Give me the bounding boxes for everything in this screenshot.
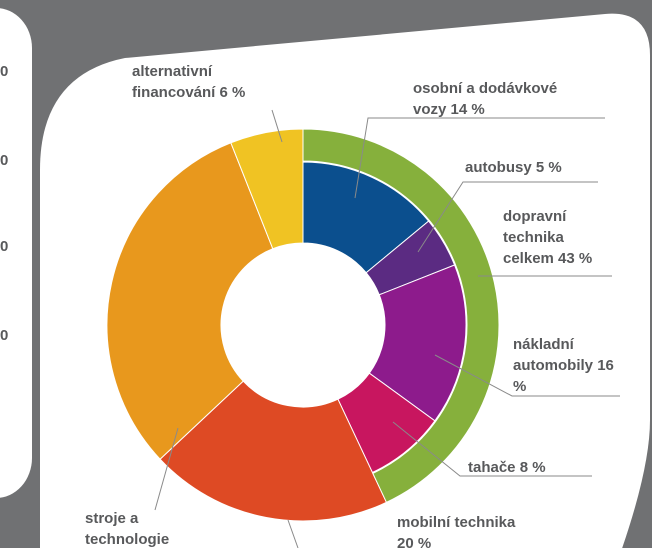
leader-line <box>392 421 592 477</box>
category-name: alternativní financování <box>132 63 216 101</box>
segment-label: alternativní financování 6 % <box>132 61 272 103</box>
donut-segment <box>159 380 388 522</box>
category-name: dopravní technika celkem <box>503 208 567 267</box>
value-label: 5 % <box>535 159 562 176</box>
segment-label: nákladní automobily 16 % <box>513 334 623 397</box>
value-label: 14 % <box>450 101 485 118</box>
leader-line <box>417 181 598 253</box>
leader-lines <box>154 109 620 548</box>
category-name: mobilní technika <box>397 514 516 531</box>
side-label: 0 <box>0 327 8 344</box>
segment-label: stroje a technologie <box>85 508 200 548</box>
value-label: 20 % <box>397 535 432 548</box>
category-name: tahače <box>468 459 516 476</box>
segment-label: tahače 8 % <box>468 457 618 478</box>
value-label: 16 % <box>513 357 614 395</box>
category-name: osobní a dodávkové vozy <box>413 80 558 118</box>
category-name: nákladní automobily <box>513 336 594 374</box>
segment-label: mobilní technika 20 % <box>397 512 522 548</box>
leader-line <box>154 427 179 511</box>
side-label: 0 <box>0 63 8 80</box>
side-label: 0 <box>0 152 8 169</box>
leader-line <box>354 117 605 199</box>
value-label: 43 % <box>558 250 593 267</box>
segment-label: osobní a dodávkové vozy 14 % <box>413 78 588 120</box>
donut-hole <box>221 243 385 407</box>
leader-line <box>271 109 283 143</box>
leader-line <box>434 354 620 397</box>
segment-label: autobusy 5 % <box>465 157 615 178</box>
side-label: 0 <box>0 238 8 255</box>
segment-label: dopravní technika celkem 43 % <box>503 206 613 269</box>
category-name: stroje a technologie <box>85 510 170 548</box>
leader-line <box>287 519 299 548</box>
value-label: 6 % <box>219 84 246 101</box>
value-label: 8 % <box>519 459 546 476</box>
donut <box>106 128 500 522</box>
side-panel <box>0 8 32 498</box>
category-name: autobusy <box>465 159 532 176</box>
ring-segment <box>302 128 500 504</box>
